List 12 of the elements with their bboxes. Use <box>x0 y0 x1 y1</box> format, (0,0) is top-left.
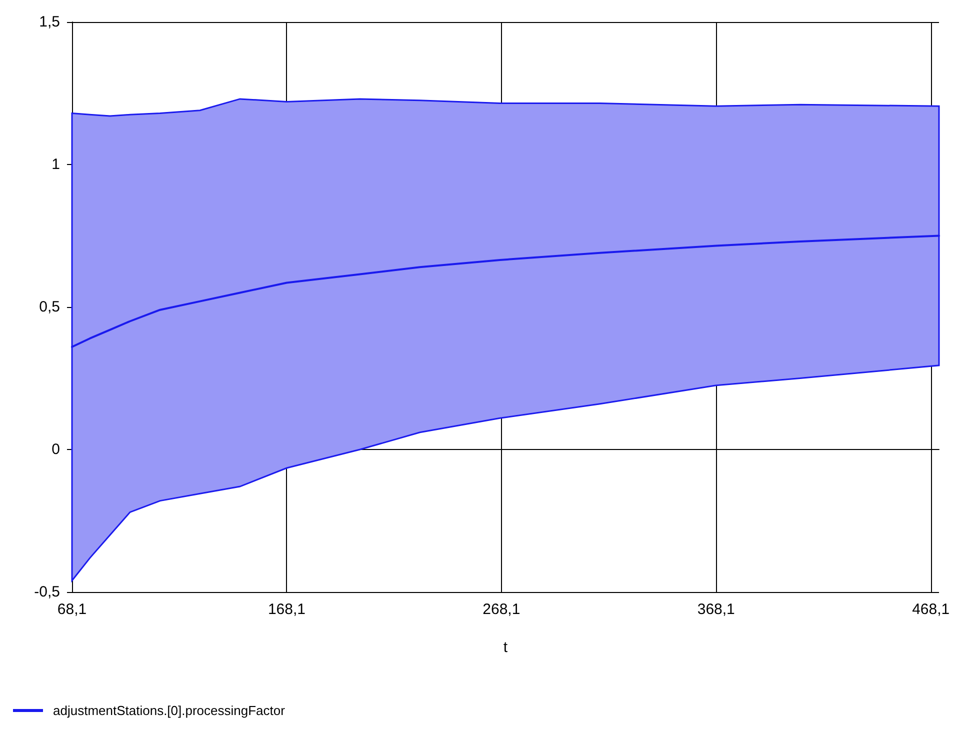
legend-label: adjustmentStations.[0].processingFactor <box>53 703 286 718</box>
x-axis-title: t <box>503 639 508 656</box>
x-tick-label: 68,1 <box>57 601 87 618</box>
x-tick-label: 368,1 <box>697 601 735 618</box>
y-tick-label: 0,5 <box>39 298 60 316</box>
x-tick-label: 268,1 <box>482 601 520 618</box>
y-tick-label: -0,5 <box>34 584 60 600</box>
x-tick-label: 168,1 <box>268 601 306 618</box>
y-tick-label: 0 <box>52 441 60 458</box>
x-tick-label: 468,1 <box>912 601 950 618</box>
y-tick-label: 1 <box>52 156 60 173</box>
y-tick-label: 1,5 <box>39 14 60 30</box>
